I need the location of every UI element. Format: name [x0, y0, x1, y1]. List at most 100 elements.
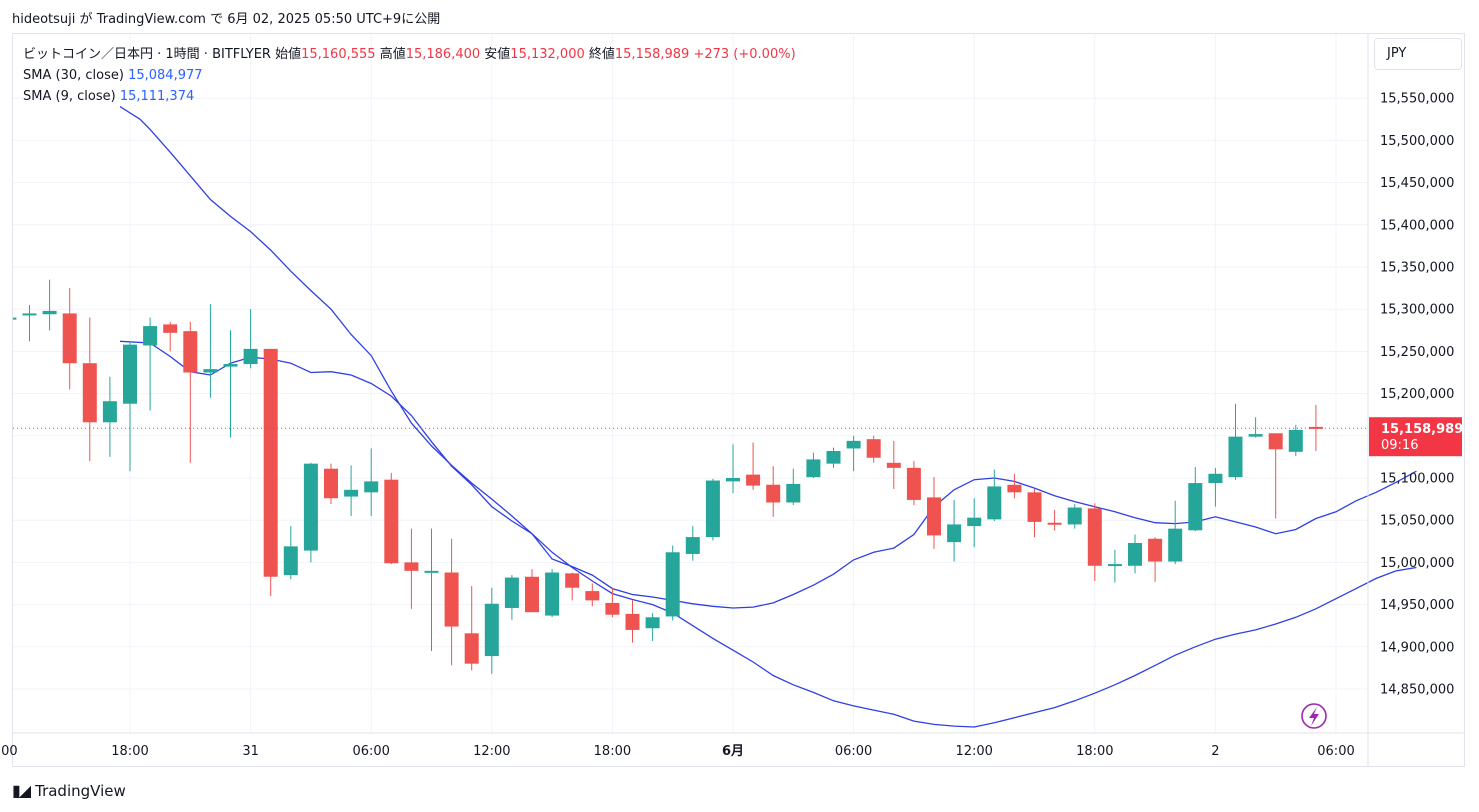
candle	[786, 468, 801, 506]
candle-body	[504, 577, 519, 608]
candle	[243, 309, 258, 369]
candle-body	[806, 459, 821, 478]
candle-body	[906, 467, 921, 500]
time-tick-label: 12:00	[473, 744, 510, 759]
legend-symbol-row[interactable]: ビットコイン／日本円 · 1時間 · BITFLYER 始値15,160,555…	[23, 44, 796, 65]
legend-low-value: 15,132,000	[510, 47, 585, 62]
candle	[464, 586, 479, 671]
chart-frame	[12, 33, 1465, 767]
time-tick-label: 06:00	[352, 744, 389, 759]
candle-body	[685, 537, 700, 554]
time-tick-label: 18:00	[111, 744, 148, 759]
legend-open-value: 15,160,555	[301, 47, 376, 62]
legend-sma9-row[interactable]: SMA (9, close) 15,111,374	[23, 86, 796, 107]
candle	[1288, 424, 1303, 457]
candle	[42, 279, 57, 331]
legend-sma9-value: 15,111,374	[119, 89, 195, 104]
candle	[143, 317, 158, 411]
candle	[444, 538, 459, 666]
site-name[interactable]: TradingView.com	[96, 12, 206, 27]
legend-sma9-label: SMA (9, close)	[23, 89, 116, 104]
time-tick-label: 18:00	[1076, 744, 1113, 759]
lightning-icon[interactable]	[1301, 703, 1327, 729]
candle	[1067, 504, 1082, 529]
candle-body	[1188, 483, 1203, 531]
candle-body	[484, 603, 499, 657]
candle-body	[183, 331, 198, 373]
axes	[13, 34, 1465, 767]
candle-body	[645, 617, 660, 629]
price-tick-label: 15,350,000	[1380, 261, 1454, 276]
price-tick-label: 15,050,000	[1380, 514, 1454, 529]
candle	[525, 569, 539, 613]
candle	[13, 317, 17, 320]
time-tick-label: 31	[242, 744, 259, 759]
candle-body	[223, 364, 238, 367]
last-price-value: 15,158,989	[1381, 422, 1463, 437]
candle	[404, 528, 419, 609]
author-name[interactable]: hideotsuji	[12, 12, 76, 27]
header-particle-de: で	[210, 12, 224, 27]
candle	[685, 526, 700, 561]
candle-body	[846, 440, 861, 449]
candle	[1208, 467, 1223, 507]
candle-body	[1248, 434, 1263, 437]
candle-body	[324, 468, 338, 499]
price-tick-label: 14,950,000	[1380, 598, 1454, 613]
candle-body	[444, 572, 459, 627]
time-tick-label: 2	[1211, 744, 1219, 759]
candle-body	[585, 591, 600, 601]
candle	[484, 587, 499, 674]
legend-sma30-value: 15,084,977	[128, 68, 203, 83]
time-tick-label: 18:00	[594, 744, 631, 759]
candle	[766, 466, 781, 517]
candle-body	[665, 552, 680, 617]
candle-body	[1087, 508, 1102, 566]
candle-body	[1168, 528, 1183, 562]
candle-body	[866, 439, 881, 458]
candle-body	[1148, 538, 1163, 562]
candle	[1087, 503, 1102, 581]
price-tick-label: 15,400,000	[1380, 218, 1454, 233]
candle-body	[62, 313, 77, 364]
legend-sma30-row[interactable]: SMA (30, close) 15,084,977	[23, 65, 796, 86]
sma30-line	[119, 106, 1417, 728]
candle-body	[565, 573, 580, 588]
candle	[62, 288, 77, 390]
candle-body	[364, 481, 379, 493]
candle	[22, 304, 37, 342]
candle	[565, 572, 580, 601]
legend-high-value: 15,186,400	[405, 47, 481, 62]
candle-body	[404, 562, 419, 571]
tradingview-footer[interactable]: ▮◢ TradingView	[12, 781, 126, 800]
legend-open-label: 始値	[275, 47, 302, 62]
candle-body	[163, 324, 178, 333]
price-tick-label: 15,200,000	[1380, 387, 1454, 402]
price-tick-label: 15,500,000	[1380, 134, 1454, 149]
candle-body	[625, 613, 640, 630]
candle-body	[786, 483, 801, 503]
candle-body	[927, 497, 941, 536]
candle	[223, 330, 238, 438]
candle-body	[1308, 426, 1323, 429]
candle-body	[947, 524, 962, 543]
price-tick-label: 14,850,000	[1380, 683, 1454, 698]
candle	[183, 321, 198, 463]
candle	[384, 472, 399, 565]
currency-button[interactable]: JPY	[1374, 38, 1462, 70]
candle-body	[263, 348, 278, 577]
candle-body	[283, 546, 298, 576]
candle-body	[705, 480, 720, 538]
candle	[746, 442, 761, 490]
candle	[1168, 500, 1183, 565]
candle	[203, 304, 218, 398]
candle-body	[826, 450, 841, 464]
candle	[585, 583, 600, 607]
candle	[1308, 405, 1323, 451]
candle	[1027, 488, 1042, 538]
candle-body	[13, 317, 17, 320]
time-tick-label: 06:00	[835, 744, 872, 759]
grid-lines	[13, 34, 1368, 733]
candle-body	[82, 363, 97, 423]
